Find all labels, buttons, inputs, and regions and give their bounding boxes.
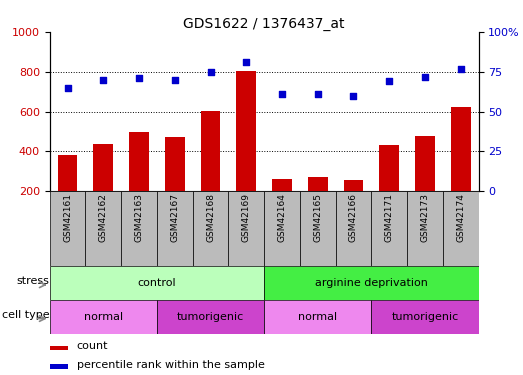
- Bar: [50, 191, 85, 266]
- Title: GDS1622 / 1376437_at: GDS1622 / 1376437_at: [184, 17, 345, 31]
- Bar: [50, 300, 157, 334]
- Bar: [308, 177, 327, 191]
- Text: GSM42168: GSM42168: [206, 194, 215, 243]
- Text: GSM42164: GSM42164: [278, 194, 287, 242]
- Bar: [50, 266, 264, 300]
- Bar: [371, 300, 479, 334]
- Point: [313, 91, 322, 97]
- Bar: [50, 346, 68, 350]
- Point: [206, 69, 214, 75]
- Point: [170, 77, 179, 83]
- Text: percentile rank within the sample: percentile rank within the sample: [77, 360, 265, 370]
- Bar: [336, 191, 371, 266]
- Bar: [157, 300, 264, 334]
- Bar: [229, 191, 264, 266]
- Bar: [415, 136, 435, 191]
- Bar: [50, 364, 68, 369]
- Text: arginine deprivation: arginine deprivation: [315, 278, 428, 288]
- Bar: [379, 146, 399, 191]
- Point: [242, 59, 251, 65]
- Text: GSM42165: GSM42165: [313, 194, 322, 243]
- Point: [63, 85, 72, 91]
- Text: normal: normal: [84, 312, 123, 322]
- Bar: [129, 132, 149, 191]
- Bar: [272, 179, 292, 191]
- Bar: [165, 138, 185, 191]
- Text: normal: normal: [298, 312, 337, 322]
- Text: GSM42167: GSM42167: [170, 194, 179, 243]
- Point: [385, 78, 393, 84]
- Bar: [58, 155, 77, 191]
- Bar: [85, 191, 121, 266]
- Bar: [371, 191, 407, 266]
- Text: count: count: [77, 341, 108, 351]
- Bar: [407, 191, 443, 266]
- Point: [278, 91, 286, 97]
- Bar: [94, 144, 113, 191]
- Text: GSM42163: GSM42163: [134, 194, 143, 243]
- Bar: [344, 180, 363, 191]
- Bar: [264, 191, 300, 266]
- Bar: [201, 111, 220, 191]
- Bar: [192, 191, 229, 266]
- Point: [420, 74, 429, 80]
- Bar: [300, 191, 336, 266]
- Text: GSM42171: GSM42171: [385, 194, 394, 243]
- Bar: [236, 71, 256, 191]
- Bar: [443, 191, 479, 266]
- Bar: [451, 106, 471, 191]
- Text: tumorigenic: tumorigenic: [391, 312, 459, 322]
- Text: GSM42166: GSM42166: [349, 194, 358, 243]
- Text: control: control: [138, 278, 176, 288]
- Point: [349, 93, 358, 99]
- Text: GSM42161: GSM42161: [63, 194, 72, 243]
- Text: stress: stress: [17, 276, 50, 286]
- Point: [99, 77, 108, 83]
- Text: GSM42174: GSM42174: [456, 194, 465, 242]
- Bar: [121, 191, 157, 266]
- Text: GSM42173: GSM42173: [420, 194, 429, 243]
- Text: tumorigenic: tumorigenic: [177, 312, 244, 322]
- Text: GSM42169: GSM42169: [242, 194, 251, 243]
- Bar: [157, 191, 192, 266]
- Text: cell type: cell type: [2, 310, 50, 320]
- Bar: [264, 300, 371, 334]
- Text: GSM42162: GSM42162: [99, 194, 108, 242]
- Point: [457, 66, 465, 72]
- Point: [135, 75, 143, 81]
- Bar: [264, 266, 479, 300]
